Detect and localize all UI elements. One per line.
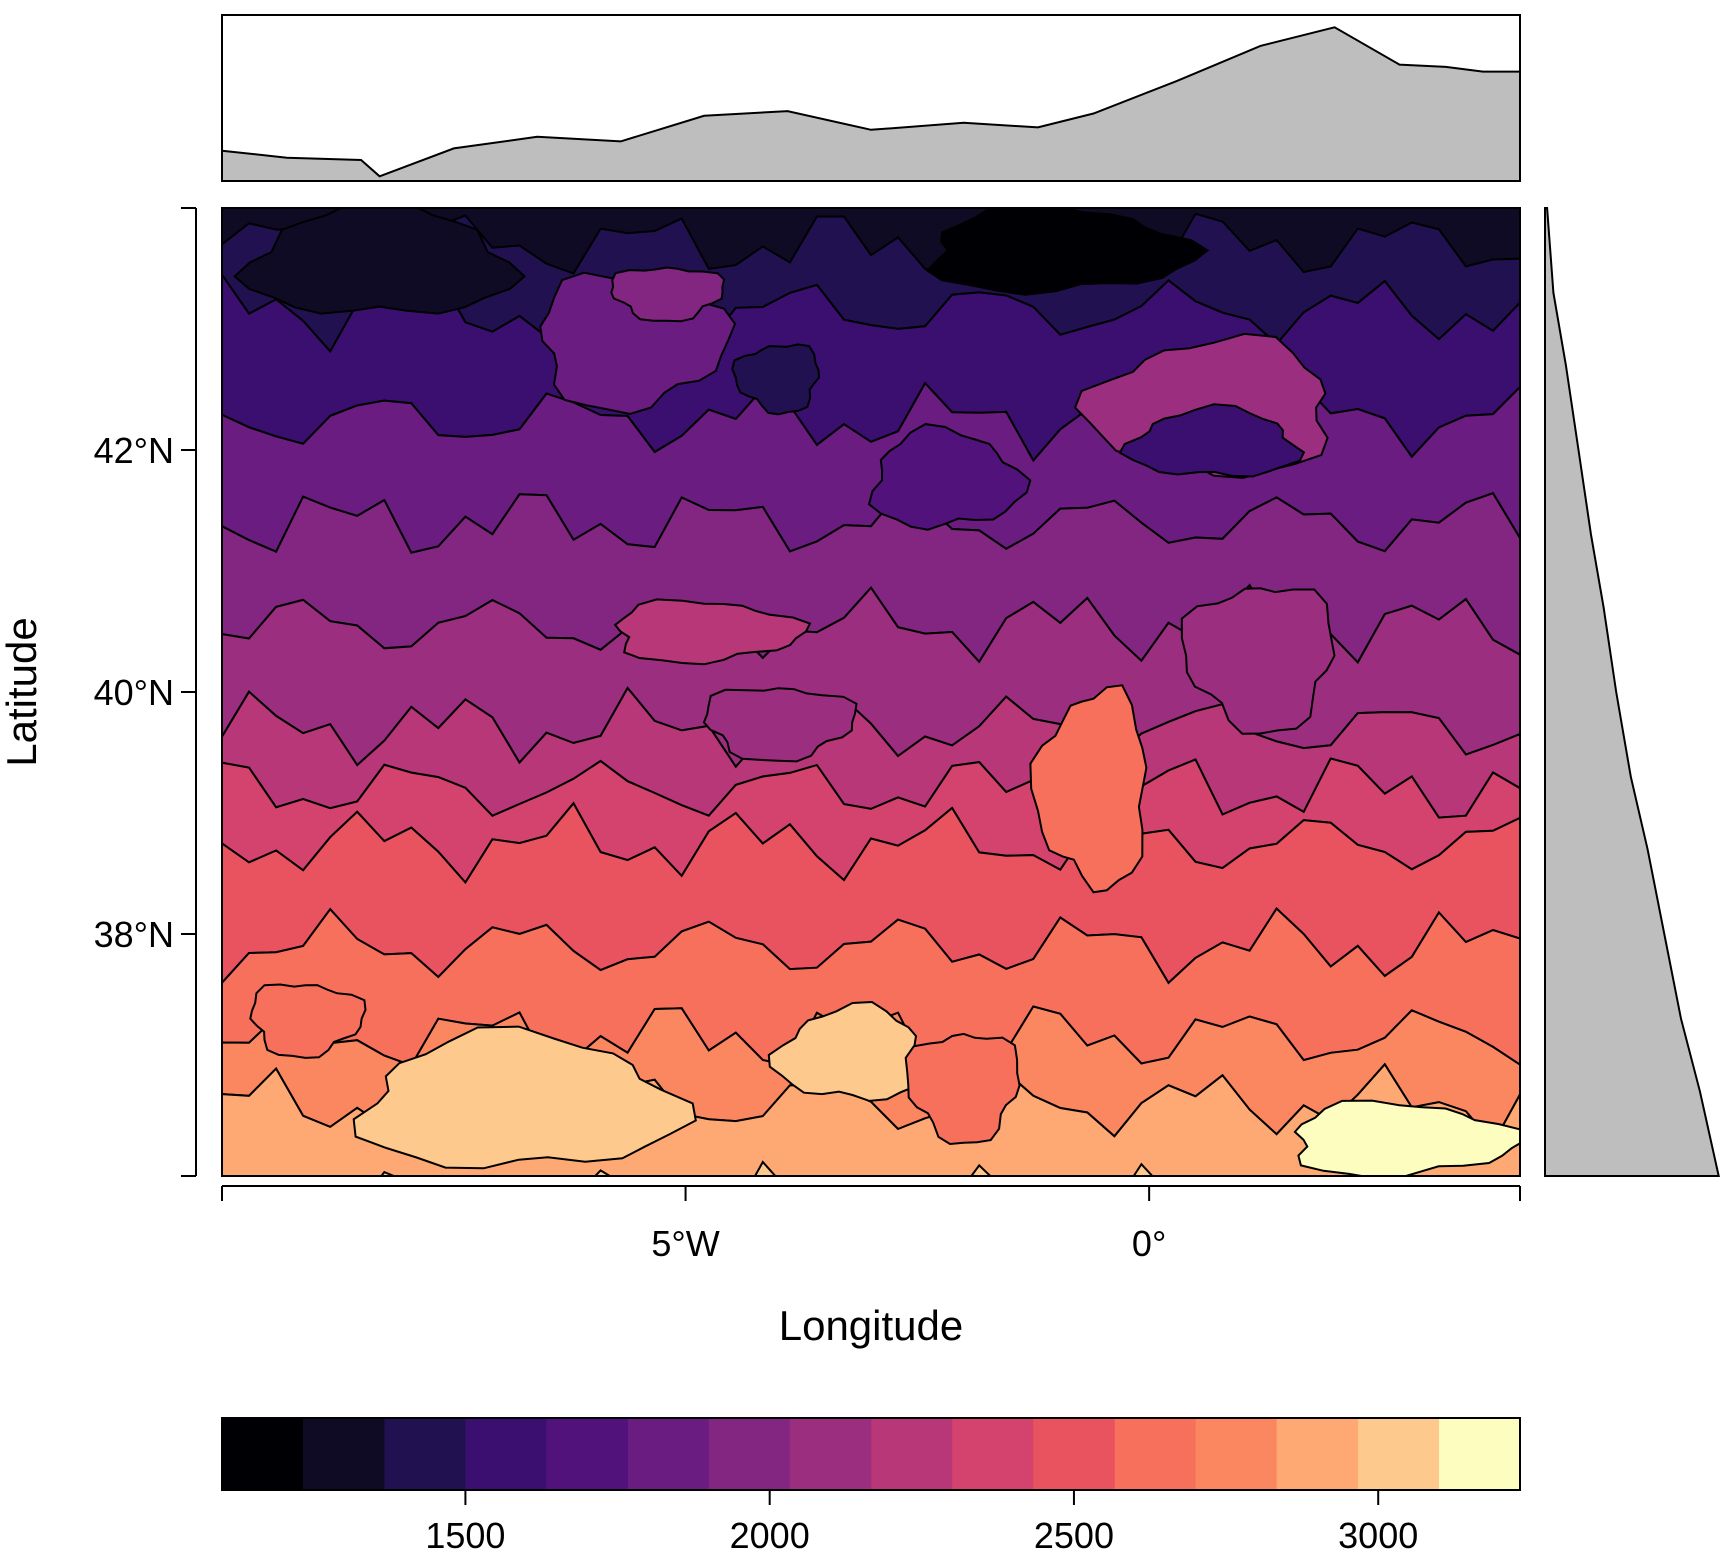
x-tick-label: 0° <box>1132 1223 1166 1264</box>
contour-blob <box>702 687 858 763</box>
colorbar-cell <box>627 1418 710 1490</box>
colorbar-cell <box>708 1418 791 1490</box>
contour-blob <box>767 1000 931 1102</box>
contour-blob <box>1293 1099 1520 1176</box>
contour-blob <box>1180 587 1336 735</box>
colorbar-cell <box>871 1418 953 1490</box>
contour-blob <box>1118 403 1306 478</box>
contour-blob <box>352 1025 697 1170</box>
y-tick-label: 38°N <box>94 914 174 955</box>
colorbar-cell <box>789 1418 872 1490</box>
colorbar-cell <box>1358 1418 1440 1490</box>
y-tick-label: 40°N <box>94 672 174 713</box>
y-axis-title: Latitude <box>0 617 45 766</box>
plot-frame <box>221 207 1521 1177</box>
contour-blob <box>233 208 527 315</box>
latitude-profile-panel <box>1544 207 1720 1177</box>
longitude-profile-area <box>221 26 1521 182</box>
contour-blob <box>1029 684 1148 894</box>
colorbar-cell <box>1439 1418 1521 1490</box>
colorbar-tick-label: 1500 <box>425 1515 505 1556</box>
x-tick-label: 5°W <box>651 1223 719 1264</box>
colorbar-cell <box>1033 1418 1116 1490</box>
contour-blob <box>249 983 367 1059</box>
x-axis: 5°W 0° <box>221 1185 1521 1264</box>
longitude-profile-frame <box>221 14 1521 182</box>
colorbar-cell <box>465 1418 547 1490</box>
x-axis-title: Longitude <box>779 1302 964 1349</box>
colorbar-cell <box>952 1418 1034 1490</box>
colorbar-cell <box>1114 1418 1197 1490</box>
longitude-profile-panel <box>221 14 1521 182</box>
contour-blob <box>613 598 812 666</box>
colorbar-cell <box>302 1418 385 1490</box>
contour-blob <box>925 208 1210 296</box>
y-axis: 38°N 40°N 42°N <box>94 207 197 1177</box>
colorbar-cell <box>1276 1418 1359 1490</box>
colorbar-cell <box>1195 1418 1278 1490</box>
colorbar-tick-label: 2000 <box>730 1515 810 1556</box>
colorbar-tick-label: 2500 <box>1034 1515 1114 1556</box>
colorbar-cell <box>546 1418 629 1490</box>
colorbar-frame <box>221 1417 1521 1491</box>
y-tick-label: 42°N <box>94 430 174 471</box>
contour-blob <box>731 343 821 416</box>
contour-plot-area <box>221 207 1521 1177</box>
colorbar-tick-label: 3000 <box>1338 1515 1418 1556</box>
colorbar: 1500 2000 2500 3000 <box>221 1417 1521 1556</box>
contour-blob <box>610 266 726 323</box>
contour-blob <box>867 423 1032 531</box>
contour-blob <box>904 1032 1021 1146</box>
colorbar-cell <box>384 1418 466 1490</box>
colorbar-cell <box>222 1418 304 1490</box>
latitude-profile-area <box>1544 207 1720 1177</box>
